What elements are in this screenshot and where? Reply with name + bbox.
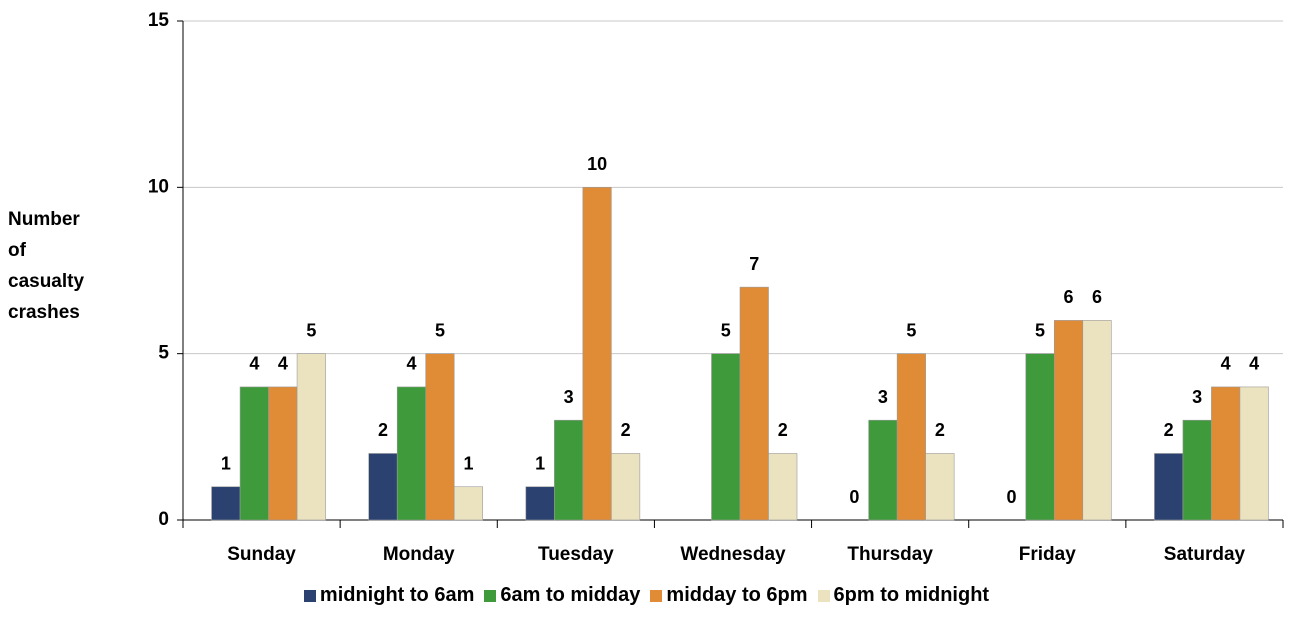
x-tick-label: Monday xyxy=(383,544,455,565)
data-label: 10 xyxy=(587,154,607,174)
bar xyxy=(296,353,326,521)
legend-item: 6am to midday xyxy=(484,584,640,607)
x-tick-label: Tuesday xyxy=(538,544,614,565)
bar xyxy=(239,386,269,521)
data-label: 3 xyxy=(564,387,574,407)
data-label: 5 xyxy=(435,320,445,340)
data-label: 3 xyxy=(1192,387,1202,407)
data-label: 4 xyxy=(1221,354,1231,374)
bar xyxy=(396,386,427,521)
y-tick-label: 0 xyxy=(158,509,169,530)
bar xyxy=(554,419,584,521)
bar xyxy=(1182,419,1212,521)
data-label: 4 xyxy=(278,354,288,374)
legend-swatch xyxy=(650,589,663,602)
legend-item: 6pm to midnight xyxy=(817,584,990,607)
data-label: 6 xyxy=(1092,287,1102,307)
bar xyxy=(211,486,241,521)
legend-swatch xyxy=(484,589,497,602)
legend-label: 6pm to midnight xyxy=(833,584,990,606)
data-label: 4 xyxy=(1249,354,1259,374)
data-label: 7 xyxy=(749,254,759,274)
bar xyxy=(1154,453,1184,521)
data-label: 0 xyxy=(849,487,859,507)
bar xyxy=(711,353,741,521)
data-label: 2 xyxy=(778,420,788,440)
y-tick-label: 15 xyxy=(148,10,170,31)
bar xyxy=(611,453,641,521)
bar xyxy=(1025,353,1055,521)
data-label: 5 xyxy=(721,320,731,340)
data-label: 0 xyxy=(1007,487,1017,507)
x-tick-label: Sunday xyxy=(227,544,296,565)
x-tick-label: Saturday xyxy=(1164,544,1246,565)
data-label: 1 xyxy=(463,453,473,473)
data-label: 2 xyxy=(378,420,388,440)
data-label: 6 xyxy=(1064,287,1074,307)
data-label: 5 xyxy=(1035,320,1045,340)
data-label: 5 xyxy=(306,320,316,340)
data-label: 5 xyxy=(906,320,916,340)
bar xyxy=(268,386,298,521)
legend-label: midnight to 6am xyxy=(319,584,475,606)
bar xyxy=(368,453,398,521)
data-label: 1 xyxy=(535,453,545,473)
bar xyxy=(425,353,455,521)
legend-item: midnight to 6am xyxy=(303,584,475,607)
legend-label: 6am to midday xyxy=(500,584,641,606)
legend-item: midday to 6pm xyxy=(650,584,808,607)
bar xyxy=(1211,386,1241,521)
bar xyxy=(1082,320,1112,521)
data-label: 4 xyxy=(406,354,416,374)
data-label: 1 xyxy=(221,453,231,473)
bar xyxy=(1239,386,1269,521)
x-tick-label: Wednesday xyxy=(680,544,786,565)
bar xyxy=(868,419,898,521)
legend-label: midday to 6pm xyxy=(666,584,808,606)
bar xyxy=(1053,320,1084,521)
y-axis-title: Number of casualty crashes xyxy=(8,209,85,323)
bar xyxy=(768,453,798,521)
bar xyxy=(525,486,555,521)
bar xyxy=(739,286,769,521)
bar xyxy=(925,453,955,521)
data-label: 3 xyxy=(878,387,888,407)
bar xyxy=(453,486,484,521)
data-label: 2 xyxy=(935,420,945,440)
y-tick-label: 10 xyxy=(148,176,169,197)
bar xyxy=(896,353,926,521)
legend-swatch xyxy=(817,589,830,602)
data-label: 2 xyxy=(1164,420,1174,440)
x-tick-label: Thursday xyxy=(847,544,933,565)
bar xyxy=(582,187,612,521)
data-label: 2 xyxy=(621,420,631,440)
x-tick-label: Friday xyxy=(1019,544,1076,565)
legend: midnight to 6am 6am to midday midday to 6p… xyxy=(0,584,1293,607)
legend-swatch xyxy=(303,589,316,602)
y-tick-label: 5 xyxy=(158,343,169,364)
data-label: 4 xyxy=(249,354,259,374)
